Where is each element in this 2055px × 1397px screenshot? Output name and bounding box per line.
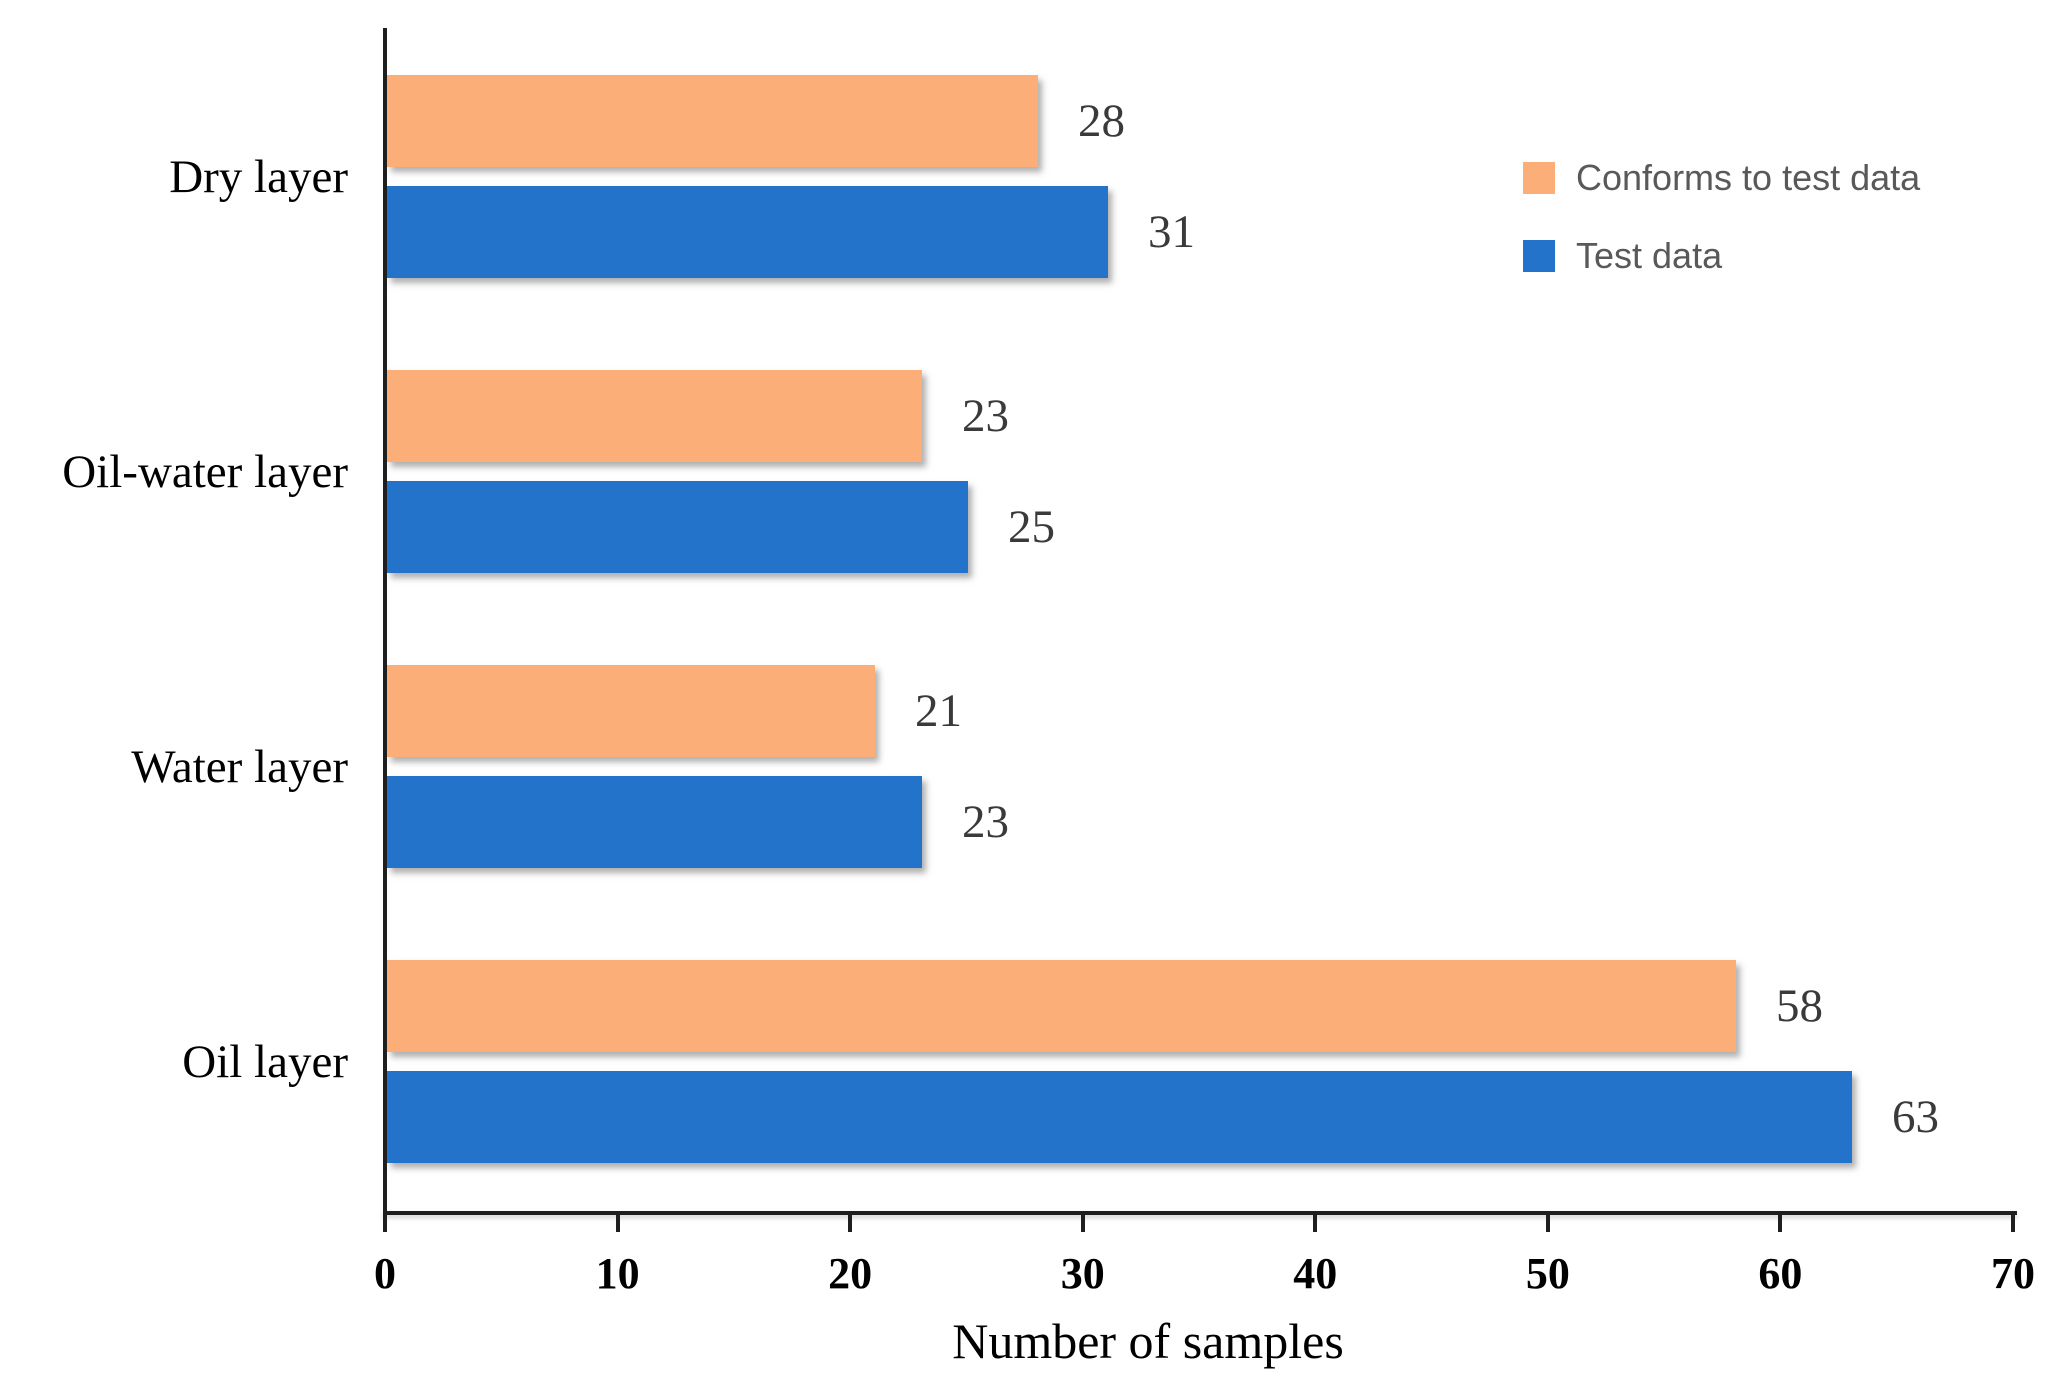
- x-tick-mark-60: [1778, 1215, 1783, 1232]
- x-tick-mark-20: [848, 1215, 853, 1232]
- legend: Conforms to test data Test data: [1523, 156, 1920, 312]
- bar-oil-layer-conforms-to-test-data: [387, 960, 1736, 1052]
- x-tick-label-50: 50: [1525, 1249, 1570, 1298]
- x-tick-label-0: 0: [374, 1249, 396, 1298]
- bar-oil-water-layer-test-data: [387, 481, 968, 573]
- x-axis-title: Number of samples: [952, 1313, 1344, 1369]
- x-tick-mark-40: [1313, 1215, 1318, 1232]
- value-label-oil-layer-test-data: 63: [1892, 1091, 1939, 1143]
- x-tick-label-70: 70: [1991, 1249, 2035, 1298]
- category-label-oil-water-layer: Oil-water layer: [62, 445, 348, 498]
- bar-dry-layer-conforms-to-test-data: [387, 75, 1038, 167]
- legend-item-test-data: Test data: [1523, 234, 1920, 278]
- value-label-oil-layer-conforms-to-test-data: 58: [1776, 980, 1823, 1032]
- x-tick-label-30: 30: [1060, 1249, 1105, 1298]
- category-label-oil-layer: Oil layer: [182, 1035, 348, 1088]
- x-axis-line: [383, 1211, 2017, 1215]
- value-label-water-layer-conforms-to-test-data: 21: [915, 685, 962, 737]
- x-tick-mark-50: [1545, 1215, 1550, 1232]
- x-tick-label-10: 10: [595, 1249, 640, 1298]
- legend-swatch-conforms-icon: [1523, 162, 1555, 194]
- x-tick-mark-70: [2011, 1215, 2015, 1232]
- bar-dry-layer-test-data: [387, 186, 1108, 278]
- category-label-water-layer: Water layer: [131, 740, 348, 793]
- legend-label-test-data: Test data: [1576, 235, 1723, 276]
- bar-oil-layer-test-data: [387, 1071, 1852, 1163]
- x-tick-mark-10: [615, 1215, 620, 1232]
- value-label-oil-water-layer-conforms-to-test-data: 23: [962, 390, 1009, 442]
- x-tick-mark-30: [1080, 1215, 1085, 1232]
- legend-label-conforms: Conforms to test data: [1576, 157, 1921, 198]
- value-label-dry-layer-conforms-to-test-data: 28: [1078, 95, 1125, 147]
- legend-item-conforms: Conforms to test data: [1523, 156, 1920, 200]
- bar-oil-water-layer-conforms-to-test-data: [387, 370, 922, 462]
- category-label-dry-layer: Dry layer: [169, 150, 348, 203]
- value-label-oil-water-layer-test-data: 25: [1008, 501, 1055, 553]
- y-axis-line: [383, 28, 387, 1215]
- x-tick-label-40: 40: [1293, 1249, 1338, 1298]
- x-tick-label-20: 20: [828, 1249, 873, 1298]
- value-label-dry-layer-test-data: 31: [1148, 206, 1195, 258]
- value-label-water-layer-test-data: 23: [962, 796, 1009, 848]
- bar-water-layer-conforms-to-test-data: [387, 665, 875, 757]
- x-tick-label-60: 60: [1758, 1249, 1803, 1298]
- legend-swatch-test-data-icon: [1523, 240, 1555, 272]
- bar-water-layer-test-data: [387, 776, 922, 868]
- x-tick-mark-0: [383, 1215, 387, 1232]
